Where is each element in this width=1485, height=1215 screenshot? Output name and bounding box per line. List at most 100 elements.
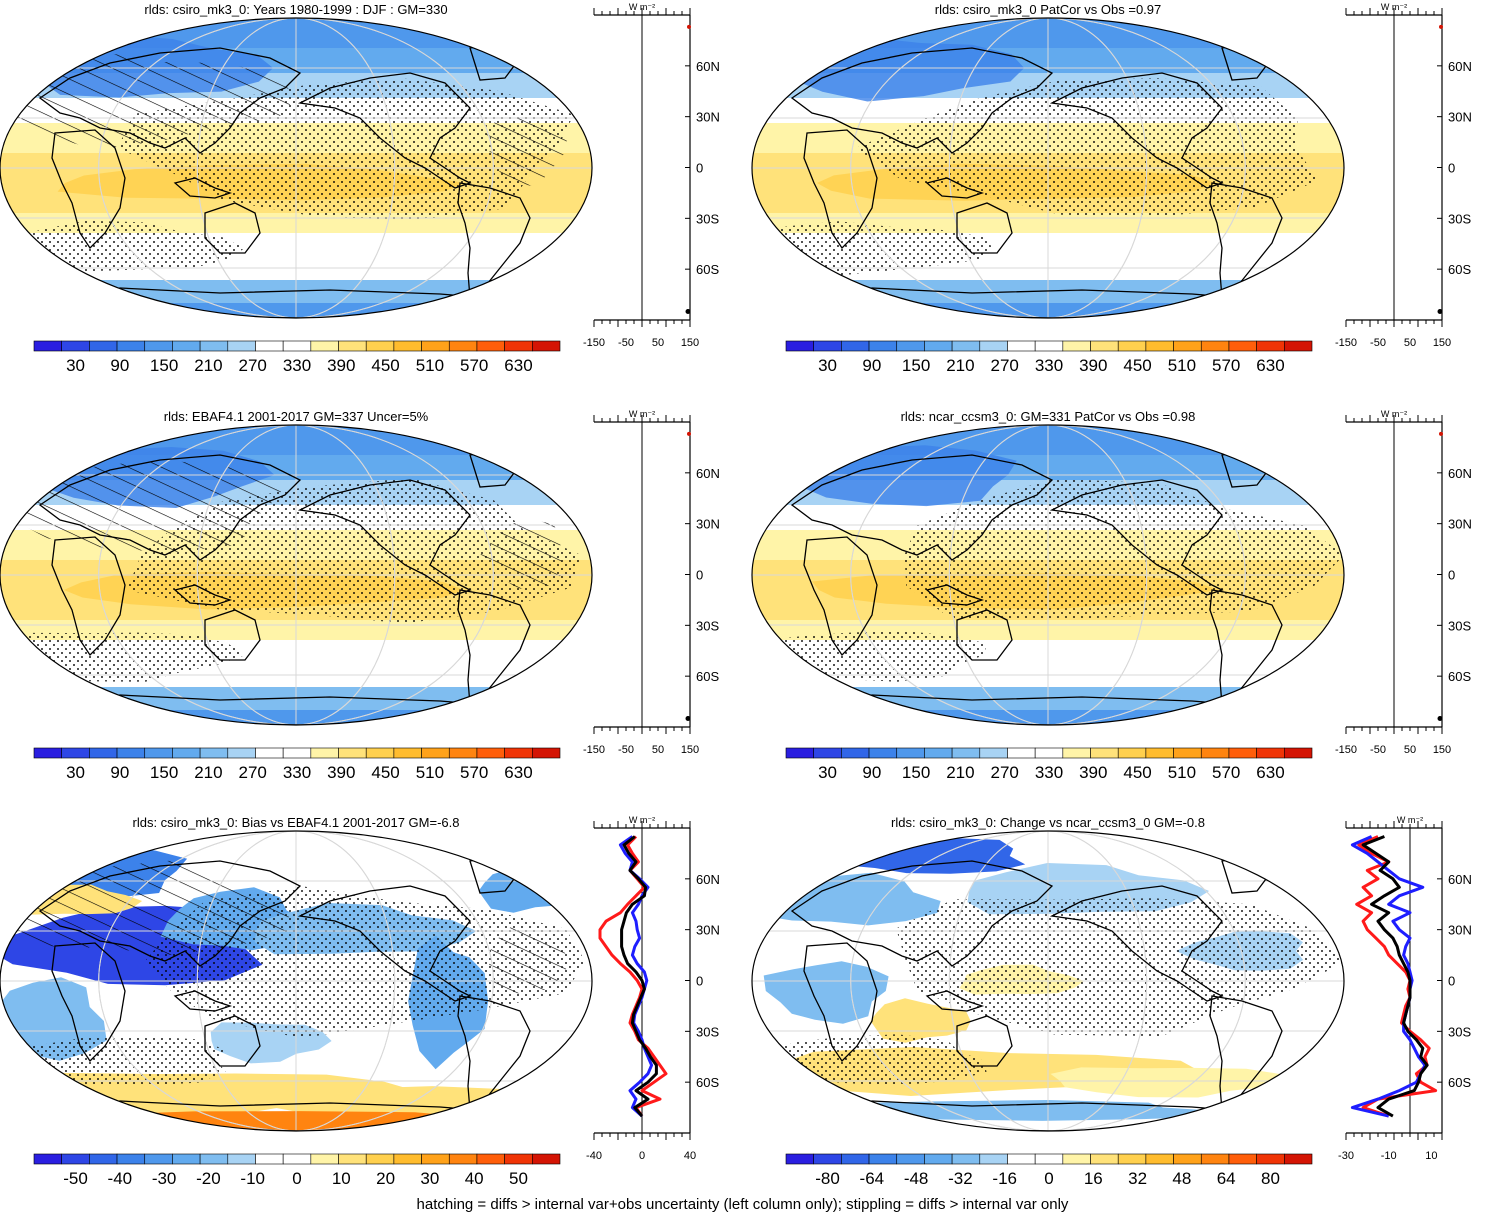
map-border: [751, 17, 1345, 319]
colorbar-swatch: [476, 340, 505, 352]
coastline-north-america: [1049, 479, 1224, 596]
colorbar-swatch: [255, 340, 284, 352]
colorbar-swatch: [365, 340, 395, 352]
panel-1: rlds: csiro_mk3_0: Years 1980-1999 : DJF…: [0, 2, 720, 375]
colorbar-swatch: [896, 340, 925, 352]
colorbar-swatch: [1090, 747, 1119, 759]
zonal-x-tick-label: -50: [618, 744, 634, 756]
colorbar-tick-label: 570: [1212, 356, 1240, 375]
colorbar-swatch: [979, 1153, 1008, 1165]
colorbar-swatch: [421, 340, 450, 352]
colorbar-tick-label: 330: [1035, 356, 1063, 375]
colorbar-swatch: [116, 340, 146, 352]
zonal-lat-tick-label: 60N: [1448, 872, 1472, 887]
panel-4: rlds: ncar_ccsm3_0: GM=331 PatCor vs Obs…: [751, 409, 1472, 782]
colorbar-swatch: [841, 747, 870, 759]
coastline-indonesia: [925, 177, 985, 199]
colorbar-swatch: [116, 747, 146, 759]
colorbar-tick-label: 390: [327, 356, 355, 375]
zonal-lat-tick-label: 30S: [1448, 618, 1471, 633]
colorbar-swatch: [1117, 340, 1147, 352]
colorbar-swatch: [1200, 340, 1230, 352]
colorbar-tick-label: -30: [152, 1169, 177, 1188]
colorbar-swatch: [1034, 340, 1064, 352]
colorbar-tick-label: 330: [283, 356, 311, 375]
zonal-mean-panel: W m⁻² -40 0 40 60N 30N 0 30S 60S: [586, 815, 720, 1162]
colorbar-tick-label: 570: [1212, 763, 1240, 782]
coastline-europe-asia: [38, 454, 302, 561]
colorbar-swatch: [33, 747, 62, 759]
zonal-lat-tick-label: 60S: [1448, 262, 1471, 277]
coastline-africa: [803, 942, 878, 1063]
map-border: [0, 17, 593, 319]
colorbar-tick-label: -10: [240, 1169, 265, 1188]
zonal-series-marker: [687, 24, 691, 29]
colorbar-swatch: [785, 340, 814, 352]
colorbar-tick-label: 30: [420, 1169, 439, 1188]
zonal-unit-label: W m⁻²: [629, 815, 655, 825]
colorbar-swatch: [61, 1153, 90, 1165]
coastline-europe-asia: [38, 47, 302, 154]
colorbar-tick-label: 150: [150, 356, 178, 375]
coastline-africa: [803, 536, 878, 657]
colorbar-swatch: [1256, 747, 1285, 759]
zonal-unit-label: W m⁻²: [629, 2, 655, 12]
map-field: [0, 425, 592, 725]
colorbar-swatch: [448, 1153, 478, 1165]
colorbar-tick-label: 570: [460, 763, 488, 782]
zonal-lat-tick-label: 0: [1448, 161, 1455, 176]
colorbar-swatch: [924, 1153, 953, 1165]
zonal-x-tick-label: 40: [684, 1150, 696, 1162]
colorbar-swatch: [1256, 340, 1285, 352]
colorbar-tick-label: 90: [110, 763, 129, 782]
zonal-x-tick-label: -50: [1370, 337, 1386, 349]
coastline-indonesia: [173, 584, 233, 606]
zonal-lat-tick-label: 60S: [1448, 1075, 1471, 1090]
colorbar-swatch: [89, 340, 118, 352]
colorbar-tick-label: 150: [902, 356, 930, 375]
colorbar-swatch: [144, 747, 173, 759]
colorbar-swatch: [255, 1153, 284, 1165]
colorbar-swatch: [1173, 1153, 1202, 1165]
colorbar-tick-label: 40: [465, 1169, 484, 1188]
zonal-lat-tick-label: 30N: [696, 517, 720, 532]
coastline-indonesia: [173, 990, 233, 1012]
zonal-mean-panel: W m⁻² -150 -50 50 150 60N 30N 0 30S 60S: [1335, 409, 1472, 756]
colorbar-tick-label: 32: [1128, 1169, 1147, 1188]
colorbar-swatch: [172, 1153, 201, 1165]
colorbar-tick-label: 210: [946, 356, 974, 375]
graticule: [0, 18, 592, 318]
zonal-lat-tick-label: 60S: [696, 262, 719, 277]
zonal-series-line: [1361, 835, 1429, 1118]
colorbar: -50 -40 -30 -20 -10 0 10 20 30 40 50: [33, 1153, 561, 1188]
colorbar-swatch: [476, 1153, 505, 1165]
colorbar-swatch: [813, 340, 842, 352]
colorbar-tick-label: 16: [1084, 1169, 1103, 1188]
colorbar-tick-label: 510: [416, 356, 444, 375]
map-border: [751, 830, 1345, 1132]
coastline-north-america: [1049, 72, 1224, 189]
colorbar-tick-label: 330: [1035, 763, 1063, 782]
colorbar-tick-label: 630: [504, 763, 532, 782]
colorbar-swatch: [785, 1153, 814, 1165]
coastline-africa: [51, 536, 126, 657]
colorbar-swatch: [951, 747, 981, 759]
zonal-series-line: [620, 835, 658, 1118]
colorbar-tick-label: 90: [110, 356, 129, 375]
zonal-lat-tick-label: 0: [696, 161, 703, 176]
colorbar-tick-label: 270: [239, 763, 267, 782]
zonal-series-marker: [685, 716, 691, 722]
zonal-x-tick-label: 0: [639, 1150, 645, 1162]
colorbar-swatch: [448, 747, 478, 759]
zonal-x-tick-label: -150: [583, 337, 605, 349]
coastline-australia: [956, 1015, 1013, 1067]
colorbar-swatch: [338, 747, 367, 759]
colorbar-swatch: [89, 1153, 118, 1165]
map-border: [0, 830, 593, 1132]
zonal-lat-tick-label: 0: [1448, 974, 1455, 989]
zonal-mean-panel: W m⁻² -30 -10 10 60N 30N 0 30S 60S: [1338, 815, 1472, 1162]
panel-5: rlds: csiro_mk3_0: Bias vs EBAF4.1 2001-…: [0, 815, 720, 1188]
colorbar-swatch: [338, 1153, 367, 1165]
colorbar-swatch: [338, 340, 367, 352]
map-field: [752, 18, 1344, 318]
